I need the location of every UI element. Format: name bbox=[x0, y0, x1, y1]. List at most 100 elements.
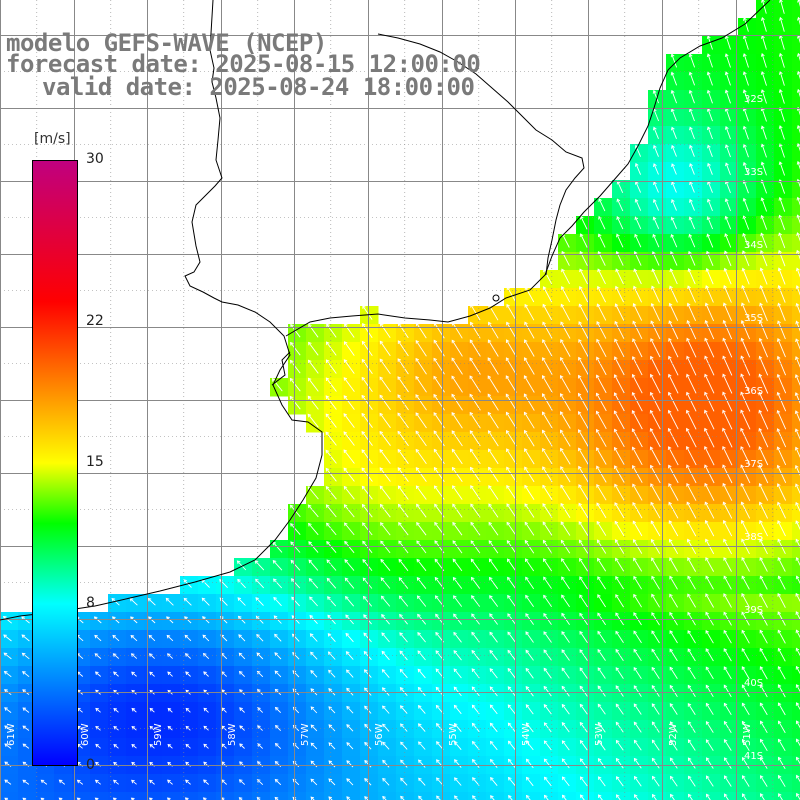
wind-arrow bbox=[578, 356, 589, 375]
wind-arrow bbox=[649, 373, 661, 394]
wind-arrow bbox=[469, 357, 481, 375]
wind-arrow bbox=[148, 634, 156, 642]
wind-arrow bbox=[597, 739, 606, 751]
wind-arrow bbox=[758, 501, 769, 519]
wind-arrow bbox=[688, 233, 696, 248]
wind-arrow bbox=[777, 501, 787, 519]
wind-arrow bbox=[579, 557, 589, 572]
wind-arrow bbox=[670, 71, 678, 86]
longitude-labels: 61W 60W 59W 58W 57W 56W 55W 54W 53W 52W 51W bbox=[6, 723, 753, 746]
wind-cell bbox=[558, 792, 577, 800]
wind-arrow bbox=[381, 632, 390, 643]
latitude-label: 33S bbox=[744, 167, 763, 178]
wind-arrow bbox=[417, 723, 426, 732]
wind-arrow bbox=[379, 376, 391, 393]
wind-arrow bbox=[489, 686, 498, 697]
island-outline bbox=[492, 294, 500, 302]
longitude-label: 52W bbox=[668, 723, 679, 746]
wind-arrow bbox=[362, 540, 373, 554]
wind-arrow bbox=[633, 703, 642, 715]
longitude-label: 53W bbox=[594, 723, 605, 746]
forecast-date-title: forecast date: 2025-08-15 12:00:00 bbox=[6, 50, 481, 78]
wind-arrow bbox=[632, 338, 643, 358]
wind-arrow bbox=[541, 375, 553, 393]
wind-arrow bbox=[507, 594, 516, 607]
wind-arrow bbox=[255, 578, 265, 589]
wind-arrow bbox=[543, 685, 552, 697]
wind-arrow bbox=[361, 340, 373, 356]
wind-cell bbox=[792, 648, 800, 667]
wind-arrow bbox=[742, 793, 747, 800]
wind-arrow bbox=[722, 355, 733, 376]
wind-arrow bbox=[777, 575, 786, 590]
wind-arrow bbox=[760, 161, 767, 176]
wind-arrow bbox=[417, 705, 426, 714]
wind-arrow bbox=[777, 302, 786, 321]
wind-arrow bbox=[724, 775, 732, 787]
wind-arrow bbox=[705, 720, 714, 733]
wind-arrow bbox=[670, 126, 677, 139]
wind-arrow bbox=[397, 485, 409, 500]
wind-arrow bbox=[597, 667, 606, 679]
wind-arrow bbox=[381, 687, 390, 696]
wind-arrow bbox=[704, 464, 715, 484]
wind-arrow bbox=[22, 779, 30, 785]
wind-arrow bbox=[327, 651, 336, 660]
wind-arrow bbox=[364, 687, 372, 696]
wind-arrow bbox=[559, 374, 571, 393]
wind-arrow bbox=[345, 595, 355, 607]
model-title: modelo GEFS-WAVE (NCEP) bbox=[6, 29, 327, 57]
wind-arrow bbox=[453, 631, 462, 643]
wind-arrow bbox=[325, 413, 337, 428]
wind-arrow bbox=[670, 216, 678, 229]
wind-arrow bbox=[722, 445, 733, 466]
wind-arrow bbox=[723, 648, 732, 662]
wind-arrow bbox=[469, 430, 481, 447]
wind-arrow bbox=[310, 724, 318, 732]
wind-arrow bbox=[649, 446, 661, 466]
wind-arrow bbox=[543, 758, 552, 769]
wind-arrow bbox=[722, 302, 733, 322]
wind-arrow bbox=[615, 648, 624, 661]
wind-arrow bbox=[723, 267, 732, 285]
wind-arrow bbox=[183, 597, 192, 606]
wind-arrow bbox=[417, 668, 426, 679]
wind-arrow bbox=[723, 720, 732, 733]
wind-arrow bbox=[328, 724, 336, 732]
wind-arrow bbox=[776, 464, 787, 483]
wind-arrow bbox=[525, 776, 534, 787]
wind-arrow bbox=[238, 634, 246, 642]
wind-arrow bbox=[559, 393, 571, 411]
wind-arrow bbox=[238, 671, 246, 678]
wind-arrow bbox=[184, 653, 192, 659]
wind-arrow bbox=[506, 321, 517, 339]
wind-cell bbox=[684, 792, 703, 800]
wind-arrow bbox=[506, 429, 517, 447]
wind-arrow bbox=[453, 686, 462, 697]
colorbar-tick-label: 0 bbox=[86, 757, 95, 773]
wind-arrow bbox=[364, 723, 372, 732]
wind-arrow bbox=[397, 394, 409, 411]
wind-cell bbox=[792, 342, 800, 361]
wind-arrow bbox=[652, 89, 660, 104]
wind-arrow bbox=[113, 743, 119, 749]
wind-arrow bbox=[652, 793, 657, 800]
wind-arrow bbox=[525, 722, 534, 733]
wind-arrow bbox=[147, 597, 156, 606]
wind-cell bbox=[792, 792, 800, 800]
wind-arrow bbox=[489, 668, 498, 679]
wind-arrow bbox=[776, 338, 786, 358]
wind-arrow bbox=[399, 650, 408, 661]
wind-arrow bbox=[759, 593, 768, 608]
wind-arrow bbox=[344, 540, 355, 554]
wind-arrow bbox=[22, 797, 27, 800]
wind-arrow bbox=[488, 466, 499, 483]
wind-arrow bbox=[95, 743, 101, 749]
wind-arrow bbox=[541, 357, 553, 375]
wind-arrow bbox=[254, 560, 265, 571]
wind-arrow bbox=[417, 650, 426, 661]
wind-arrow bbox=[742, 53, 749, 68]
wind-arrow bbox=[469, 448, 481, 465]
wind-cell bbox=[54, 792, 73, 800]
